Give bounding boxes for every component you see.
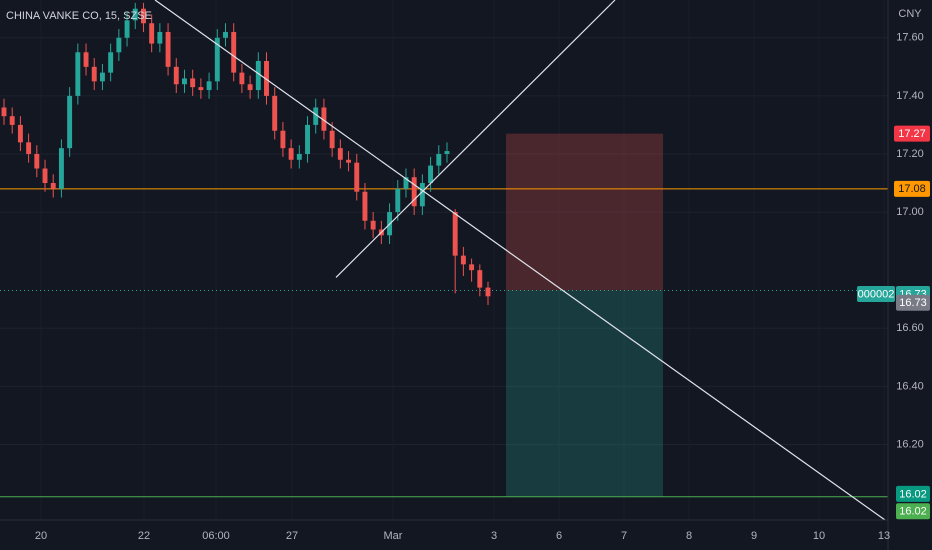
candle-body xyxy=(346,159,352,163)
candle-body xyxy=(452,212,458,256)
candle-body xyxy=(75,52,81,96)
candle-body xyxy=(436,153,442,166)
candle-body xyxy=(337,148,343,160)
x-tick-label: 9 xyxy=(751,530,757,542)
x-tick-label: 20 xyxy=(35,530,47,542)
candle-body xyxy=(231,31,237,73)
candle-body xyxy=(50,183,56,189)
candle-body xyxy=(485,287,491,297)
candle-body xyxy=(419,183,425,207)
target-zone xyxy=(506,290,663,497)
symbol-badge: 000002 xyxy=(858,288,895,300)
candle-body xyxy=(444,151,450,154)
candle-body xyxy=(206,81,212,91)
candle-body xyxy=(17,124,23,143)
hline-price-badge-bg xyxy=(894,180,930,197)
candle-body xyxy=(362,191,368,221)
chart-title: CHINA VANKE CO, 15, SZSE xyxy=(6,10,152,22)
entry-price-badge-bg xyxy=(896,294,930,311)
x-tick-label: 8 xyxy=(686,530,692,542)
x-tick-label: 06:00 xyxy=(202,530,230,542)
candle-body xyxy=(132,8,138,21)
candle-body xyxy=(305,124,310,154)
candle-body xyxy=(395,188,401,213)
candle-body xyxy=(91,66,97,82)
target-price-badge-bg xyxy=(896,503,930,520)
trend-line xyxy=(335,0,616,278)
candle-body xyxy=(116,37,122,53)
candle-body xyxy=(83,52,89,67)
candle-body xyxy=(411,177,417,207)
y-tick-label: 16.40 xyxy=(896,380,924,392)
target-price-badge: 16.02 xyxy=(899,506,927,518)
candle-body xyxy=(58,148,64,189)
x-tick-label: 22 xyxy=(138,530,150,542)
y-tick-label: 16.20 xyxy=(896,438,924,450)
x-tick-label: 3 xyxy=(491,530,497,542)
entry-price-badge: 16.73 xyxy=(899,297,927,309)
hline-price-badge: 17.08 xyxy=(898,183,926,195)
candle-body xyxy=(288,148,294,160)
x-tick-label: 6 xyxy=(556,530,562,542)
candle-body xyxy=(460,255,466,265)
candle-body xyxy=(1,107,7,117)
candle-body xyxy=(42,168,48,184)
target-line-badge-bg xyxy=(896,485,930,502)
stop-price-badge-bg xyxy=(894,125,930,142)
candle-body xyxy=(173,66,179,85)
candle-body xyxy=(469,264,475,271)
candle-body xyxy=(313,107,319,125)
candle-body xyxy=(140,8,146,24)
candle-body xyxy=(214,37,220,82)
x-tick-label: 7 xyxy=(621,530,627,542)
y-tick-label: 17.40 xyxy=(896,90,924,102)
candle-body xyxy=(67,95,73,149)
y-tick-label: 16.60 xyxy=(896,322,924,334)
candle-body xyxy=(428,165,434,184)
currency-label: CNY xyxy=(898,8,922,20)
candle-body xyxy=(190,78,196,88)
candle-body xyxy=(26,142,32,154)
candle-body xyxy=(321,107,327,131)
candle-body xyxy=(9,116,15,125)
trend-line xyxy=(154,0,886,521)
candle-body xyxy=(370,220,376,230)
y-tick-label: 17.00 xyxy=(896,206,924,218)
candle-body xyxy=(403,177,409,189)
candle-body xyxy=(99,72,105,82)
candle-body xyxy=(34,153,40,169)
x-tick-label: Mar xyxy=(384,530,403,542)
candle-body xyxy=(108,52,114,73)
stop-zone xyxy=(506,133,663,291)
x-tick-label: 10 xyxy=(813,530,825,542)
candle-body xyxy=(165,31,171,67)
candle-body xyxy=(247,84,253,91)
x-tick-label: 13 xyxy=(878,530,890,542)
candle-body xyxy=(272,95,278,131)
candle-body xyxy=(354,162,360,192)
candle-body xyxy=(239,72,245,85)
symbol-badge-bg xyxy=(857,285,895,302)
candle-body xyxy=(124,20,130,38)
candle-body xyxy=(329,130,335,149)
candle-body xyxy=(477,270,483,288)
candle-body xyxy=(296,153,302,160)
candle-body xyxy=(255,61,261,91)
x-tick-label: 27 xyxy=(286,530,298,542)
candle-body xyxy=(182,78,187,85)
candle-body xyxy=(157,31,163,44)
candle-body xyxy=(264,61,269,96)
stop-price-badge: 17.27 xyxy=(898,128,926,140)
y-tick-label: 17.20 xyxy=(896,148,924,160)
candle-body xyxy=(280,130,286,149)
candle-body xyxy=(149,23,155,44)
y-tick-label: 17.60 xyxy=(896,32,924,44)
candle-body xyxy=(223,31,228,38)
candle-body xyxy=(198,87,204,91)
target-line-badge: 16.02 xyxy=(899,488,927,500)
